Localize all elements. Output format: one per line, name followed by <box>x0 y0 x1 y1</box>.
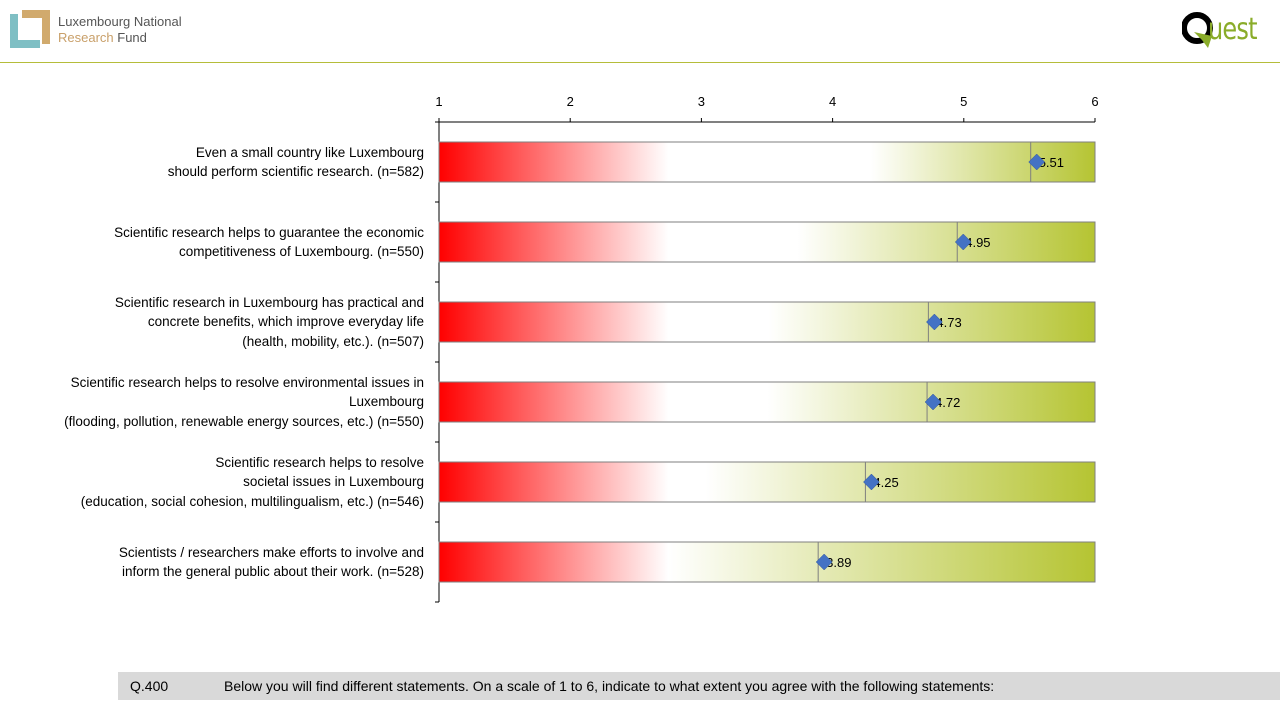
bars: 5.51 4.95 4.73 4.72 4.25 3.89 <box>438 141 1096 583</box>
chart: 1 2 3 4 5 6 5.51 4.95 4.73 4.72 4.25 3.89 <box>435 94 1099 603</box>
mean-marker <box>815 553 833 571</box>
bar-low-gradient <box>439 462 669 502</box>
x-tick-label: 1 <box>435 94 442 109</box>
category-label: Scientists / researchers make efforts to… <box>118 544 424 580</box>
bar-high-gradient <box>668 542 1095 582</box>
bar-low-gradient <box>439 542 669 582</box>
data-label: 4.25 <box>873 475 898 490</box>
bar-outline <box>438 141 1096 183</box>
data-label: 4.73 <box>936 315 961 330</box>
question-text: Below you will find different statements… <box>224 678 995 694</box>
mean-marker <box>954 233 972 251</box>
bar-low-gradient <box>439 142 669 182</box>
mean-marker <box>1028 153 1046 171</box>
quest-logo-icon <box>1182 12 1213 48</box>
bar-row: 4.25 <box>438 461 1096 503</box>
category-label: Scientific research in Luxembourg has pr… <box>114 294 424 349</box>
x-axis: 1 2 3 4 5 6 <box>435 94 1099 603</box>
fnr-line2: Research Fund <box>58 30 182 46</box>
category-label: Scientific research helps to guarantee t… <box>114 224 424 260</box>
fnr-logo-text: Luxembourg National Research Fund <box>58 14 182 46</box>
bar-high-gradient <box>705 462 1095 502</box>
x-tick-label: 5 <box>960 94 967 109</box>
bar-row: 4.72 <box>438 381 1096 423</box>
x-tick-label: 6 <box>1091 94 1098 109</box>
mean-marker <box>926 313 943 331</box>
fnr-line1: Luxembourg National <box>58 14 182 29</box>
mean-marker <box>924 393 942 411</box>
x-tick-label: 2 <box>567 94 574 109</box>
bar-outline <box>438 381 1096 423</box>
bar-row: 4.95 <box>438 221 1096 263</box>
category-label: Even a small country like Luxembourg sho… <box>167 144 424 180</box>
data-label: 4.95 <box>965 235 990 250</box>
quest-logo-text: uest <box>1208 12 1257 47</box>
data-label: 3.89 <box>826 555 851 570</box>
bar-row: 4.73 <box>438 301 1096 343</box>
bar-outline <box>438 301 1096 343</box>
header-divider <box>0 62 1280 63</box>
bar-row: 5.51 <box>438 141 1096 183</box>
bar-high-gradient <box>870 142 1095 182</box>
bar-outline <box>438 221 1096 263</box>
bar-high-gradient <box>797 222 1095 262</box>
bar-outline <box>438 461 1096 503</box>
question-id: Q.400 <box>130 678 169 694</box>
fnr-logo-icon <box>10 10 50 48</box>
bar-low-gradient <box>439 382 669 422</box>
category-label: Scientific research helps to resolve env… <box>64 374 424 429</box>
category-label: Scientific research helps to resolve soc… <box>80 454 424 509</box>
x-tick-label: 4 <box>829 94 836 109</box>
bar-low-gradient <box>439 302 669 342</box>
header: Luxembourg National Research Fund uest <box>0 0 1280 63</box>
x-tick-label: 3 <box>698 94 705 109</box>
data-label: 5.51 <box>1039 155 1064 170</box>
question-bar: Q.400 Below you will find different stat… <box>118 672 1280 700</box>
data-label: 4.72 <box>935 395 960 410</box>
bar-low-gradient <box>439 222 669 262</box>
mean-marker <box>863 473 880 491</box>
fnr-research: Research <box>58 30 114 45</box>
bar-row: 3.89 <box>438 541 1096 583</box>
bar-outline <box>438 541 1096 583</box>
fnr-fund: Fund <box>113 30 147 45</box>
